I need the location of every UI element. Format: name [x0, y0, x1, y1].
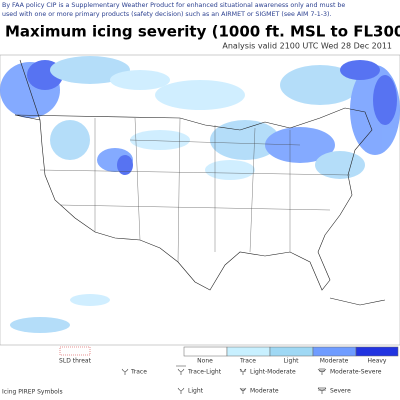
- legend-swatch: [269, 346, 314, 357]
- map: [0, 54, 400, 346]
- pirep-label: Light-Moderate: [250, 369, 296, 376]
- pirep-symbol: [317, 387, 327, 394]
- pirep-symbol: [177, 387, 185, 394]
- state-lines: [39, 117, 351, 263]
- legend-swatch: [226, 346, 271, 357]
- legend-swatch: [355, 346, 399, 357]
- pirep-symbol: [121, 368, 129, 375]
- pirep-title: Icing PIREP Symbols: [2, 389, 63, 396]
- sld-label: SLD threat: [59, 358, 92, 365]
- legend-label: Heavy: [368, 358, 387, 365]
- disclaimer-line: By FAA policy CIP is a Supplementary Wea…: [2, 2, 345, 9]
- legend-label: None: [197, 358, 213, 365]
- legend-label: Light: [284, 358, 300, 365]
- analysis-time: Analysis valid 2100 UTC Wed 28 Dec 2011: [222, 42, 392, 51]
- disclaimer-line: used with one or more primary products (…: [2, 11, 332, 18]
- legend-label: Trace: [239, 358, 256, 365]
- pirep-legend: [121, 365, 327, 394]
- severity-legend: None Trace Light Moderate Heavy SLD thre…: [59, 346, 399, 365]
- us-outline: [14, 107, 373, 291]
- pirep-symbol: [176, 365, 186, 375]
- pirep-symbol: [239, 368, 247, 375]
- pirep-symbol: [239, 387, 247, 394]
- pirep-label: Moderate: [250, 388, 279, 395]
- coastline: [19, 59, 386, 306]
- title: Maximum icing severity (1000 ft. MSL to …: [5, 23, 400, 41]
- pirep-label: Trace: [130, 369, 147, 376]
- legend-label: Moderate: [320, 358, 349, 365]
- pirep-symbol: [317, 368, 327, 375]
- pirep-label: Severe: [330, 388, 351, 395]
- sld-swatch: [59, 346, 91, 356]
- pirep-label: Trace-Light: [187, 369, 222, 376]
- pirep-label: Light: [188, 388, 204, 395]
- legend-swatch: [312, 346, 357, 357]
- legend-swatch: [183, 346, 228, 357]
- pirep-label: Moderate-Severe: [330, 369, 382, 376]
